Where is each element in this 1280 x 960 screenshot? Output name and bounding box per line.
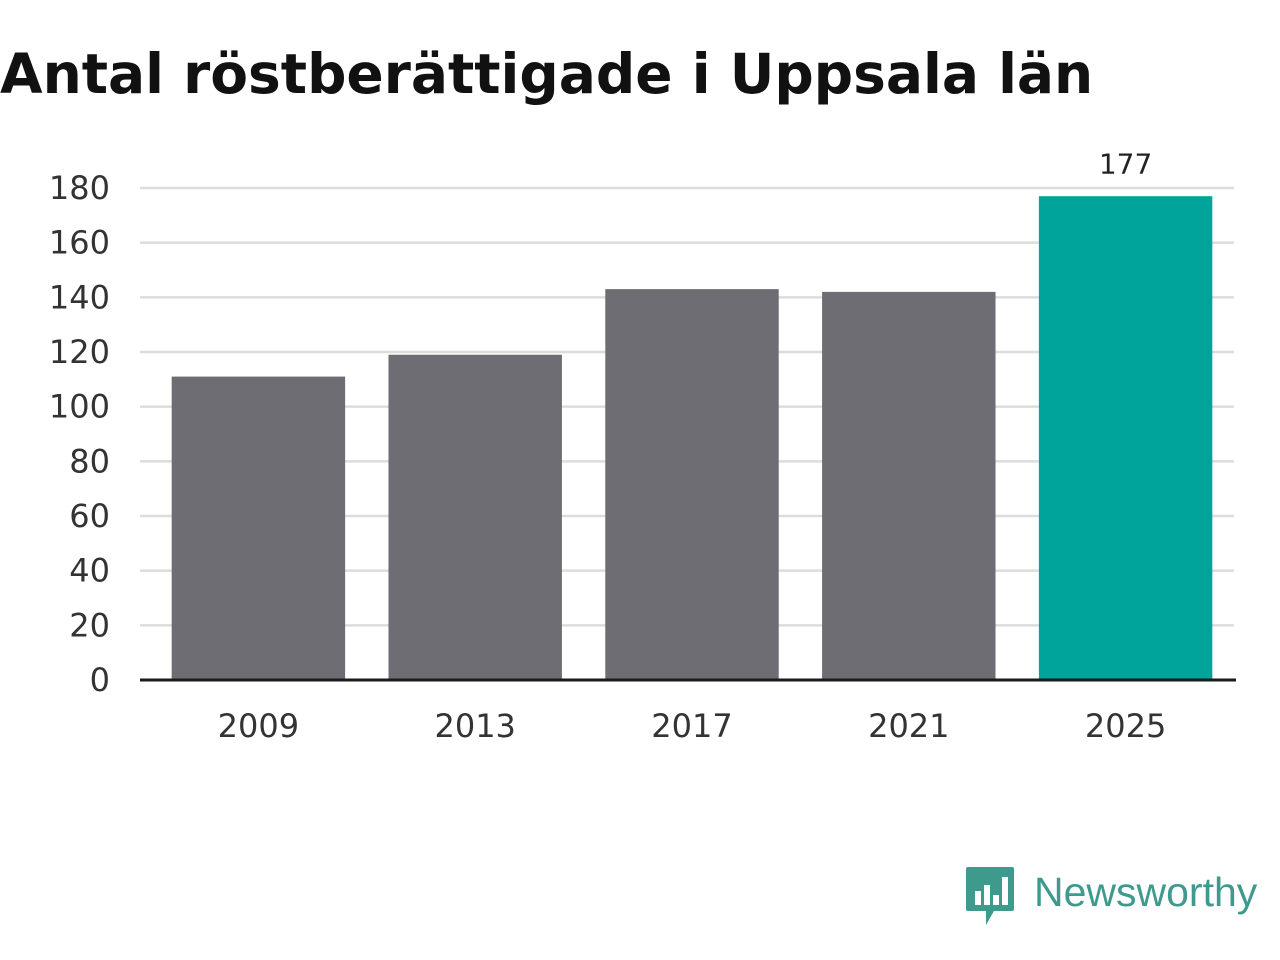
- bars: [171, 196, 1213, 680]
- brand-name: Newsworthy: [1034, 868, 1258, 915]
- y-tick-label: 120: [49, 333, 110, 371]
- y-tick-label: 60: [69, 497, 110, 535]
- x-tick-label: 2025: [1085, 707, 1166, 745]
- y-tick-label: 100: [49, 388, 110, 426]
- bar-2009: [171, 376, 346, 680]
- y-tick-label: 20: [69, 606, 110, 644]
- bar-2025: [1038, 196, 1213, 680]
- chart-title: Antal röstberättigade i Uppsala län: [0, 42, 1094, 106]
- x-tick-label: 2009: [218, 707, 299, 745]
- data-label: 177: [1099, 148, 1152, 181]
- x-tick-label: 2013: [434, 707, 515, 745]
- y-tick-label: 0: [90, 661, 110, 699]
- brand-logo: Newsworthy: [964, 864, 1257, 928]
- y-tick-label: 140: [49, 278, 110, 316]
- y-tick-label: 160: [49, 224, 110, 262]
- bar-2013: [388, 354, 562, 680]
- bar-2021: [822, 291, 996, 680]
- y-tick-label: 80: [69, 442, 110, 480]
- x-tick-label: 2017: [651, 707, 732, 745]
- y-tick-label: 40: [69, 552, 110, 590]
- data-labels: 177: [1099, 148, 1152, 181]
- newsworthy-logo-icon: [966, 867, 1014, 925]
- bar-2017: [605, 289, 779, 680]
- x-tick-label: 2021: [868, 707, 949, 745]
- y-axis-tick-labels: 0 20 40 60 80 100 120 140 160 180: [49, 169, 110, 699]
- y-tick-label: 180: [49, 169, 110, 207]
- x-axis-tick-labels: 2009 2013 2017 2021 2025: [218, 707, 1167, 745]
